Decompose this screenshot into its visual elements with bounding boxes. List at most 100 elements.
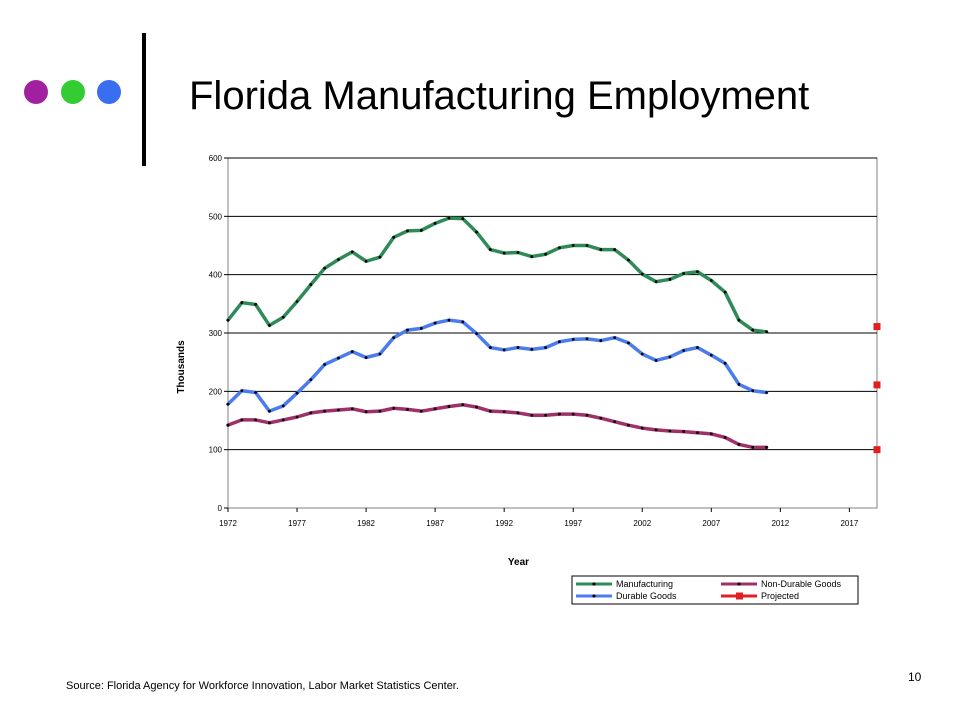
x-tick-label: 1997	[564, 519, 582, 528]
title-divider	[142, 33, 146, 166]
data-point	[723, 361, 727, 365]
y-tick-label: 300	[209, 329, 223, 338]
data-point	[599, 248, 603, 251]
data-point	[488, 409, 492, 413]
data-point	[765, 330, 768, 334]
data-point	[337, 258, 340, 261]
data-point	[737, 382, 741, 386]
data-point	[309, 411, 313, 415]
data-point	[378, 409, 382, 413]
data-point	[751, 445, 755, 449]
series-manufacturing	[226, 216, 769, 334]
data-point	[364, 356, 368, 359]
data-point	[392, 235, 396, 239]
purple-dot	[24, 80, 48, 104]
data-point	[461, 217, 465, 221]
data-point	[350, 407, 354, 411]
decoration-dots	[24, 80, 121, 104]
data-point	[709, 432, 713, 436]
data-point	[502, 348, 506, 352]
data-point	[378, 352, 382, 356]
x-tick-label: 2007	[702, 519, 720, 528]
data-point	[530, 347, 534, 351]
page-number: 10	[908, 670, 922, 684]
source-note: Source: Florida Agency for Workforce Inn…	[66, 680, 459, 692]
data-point	[433, 221, 437, 225]
data-point	[447, 405, 451, 408]
data-point	[765, 445, 768, 449]
data-point	[585, 244, 589, 247]
data-point	[295, 415, 299, 419]
data-point	[654, 280, 658, 284]
data-point	[737, 443, 741, 446]
series-non-durable-goods	[226, 403, 769, 450]
data-point	[668, 355, 672, 359]
series-line	[226, 403, 769, 450]
data-point	[696, 346, 699, 349]
series-projected	[873, 323, 881, 454]
data-point	[709, 279, 713, 282]
data-point	[240, 389, 244, 393]
data-point	[751, 389, 755, 393]
legend-marker	[736, 592, 743, 600]
data-point	[668, 277, 672, 281]
data-point	[226, 402, 230, 406]
data-point	[654, 428, 658, 432]
data-point	[475, 405, 478, 409]
series-durable-goods	[226, 318, 769, 413]
data-point	[502, 251, 506, 255]
data-point	[392, 406, 396, 410]
legend-marker	[737, 582, 741, 586]
x-tick-label: 2017	[840, 519, 858, 528]
data-point	[295, 391, 299, 395]
data-point	[516, 346, 520, 349]
data-point	[378, 255, 382, 259]
y-tick-label: 100	[209, 446, 223, 455]
legend-box	[571, 575, 859, 605]
y-tick-label: 0	[218, 504, 223, 513]
data-point	[268, 409, 271, 413]
data-point	[226, 318, 230, 322]
data-point	[281, 315, 285, 319]
data-point	[613, 336, 617, 340]
data-point	[406, 229, 409, 233]
data-point	[640, 272, 644, 276]
data-point	[461, 403, 465, 407]
data-point	[682, 349, 686, 352]
data-point	[571, 338, 575, 341]
data-point	[544, 413, 547, 417]
data-point	[226, 423, 230, 427]
y-tick-label: 400	[209, 271, 223, 280]
data-point	[392, 336, 396, 340]
x-axis-label: Year	[508, 557, 529, 568]
data-point	[682, 430, 686, 433]
data-point	[350, 350, 354, 354]
data-point	[585, 413, 589, 417]
data-point	[433, 321, 437, 325]
data-point	[765, 391, 768, 394]
x-tick-label: 1977	[288, 519, 306, 528]
data-point	[751, 328, 755, 332]
data-point	[682, 272, 686, 275]
data-point	[350, 250, 354, 254]
legend-marker	[592, 594, 596, 598]
legend-label: Non-Durable Goods	[761, 579, 842, 589]
data-point	[268, 421, 271, 425]
x-tick-label: 1972	[219, 519, 237, 528]
data-point	[709, 353, 713, 357]
slide-title: Florida Manufacturing Employment	[189, 74, 810, 118]
y-tick-label: 600	[209, 154, 223, 163]
data-point	[544, 252, 547, 256]
data-point	[654, 359, 658, 362]
data-point	[571, 244, 575, 247]
blue-dot	[97, 80, 121, 104]
data-point	[323, 266, 327, 270]
y-tick-label: 200	[209, 387, 223, 396]
data-point	[447, 318, 451, 322]
data-point	[447, 216, 451, 220]
x-tick-label: 2012	[771, 519, 789, 528]
data-point	[640, 352, 644, 356]
data-point	[281, 404, 285, 408]
data-point	[696, 431, 699, 435]
